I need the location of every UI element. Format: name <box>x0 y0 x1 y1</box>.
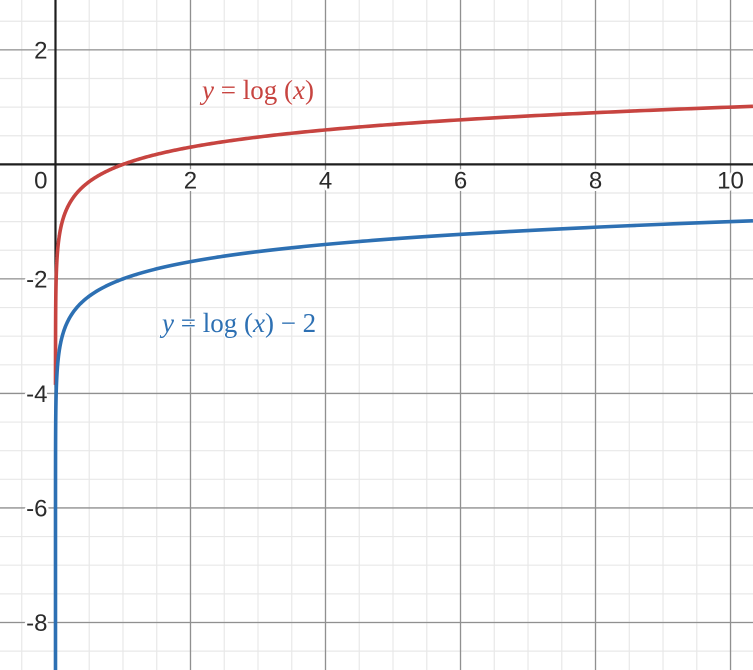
label-log-x: y = log (x) <box>202 74 314 106</box>
label-text-part: y <box>162 307 174 338</box>
x-tick-label-0: 0 <box>34 167 47 194</box>
label-log-x-minus-2: y = log (x) − 2 <box>162 307 317 339</box>
y-tick-label-2: 2 <box>34 37 47 64</box>
x-tick-label-2: 2 <box>184 167 197 194</box>
x-tick-label-10: 10 <box>717 167 744 194</box>
y-tick-label--2: -2 <box>26 266 47 293</box>
label-text-part: = log ( <box>173 307 253 338</box>
label-text-part: = log ( <box>214 74 293 105</box>
label-text-part: ) − 2 <box>264 307 317 338</box>
curves <box>53 104 753 670</box>
x-tick-label-4: 4 <box>319 167 332 194</box>
axis-tick-labels: 0 2 4 6 8 10 2 -2 -4 -6 -8 <box>24 35 747 640</box>
label-text-part: x <box>252 307 265 338</box>
x-tick-label-6: 6 <box>454 167 467 194</box>
label-text-part: y <box>202 74 215 105</box>
curve-log-x-minus-2[interactable] <box>53 219 753 670</box>
label-text-part: ) <box>304 74 314 105</box>
y-tick-label--4: -4 <box>26 381 47 408</box>
x-tick-label-8: 8 <box>589 167 602 194</box>
y-tick-label--6: -6 <box>26 495 47 522</box>
label-text-part: x <box>292 74 305 105</box>
curve-log-x[interactable] <box>53 104 753 387</box>
y-tick-label--8: -8 <box>26 610 47 637</box>
